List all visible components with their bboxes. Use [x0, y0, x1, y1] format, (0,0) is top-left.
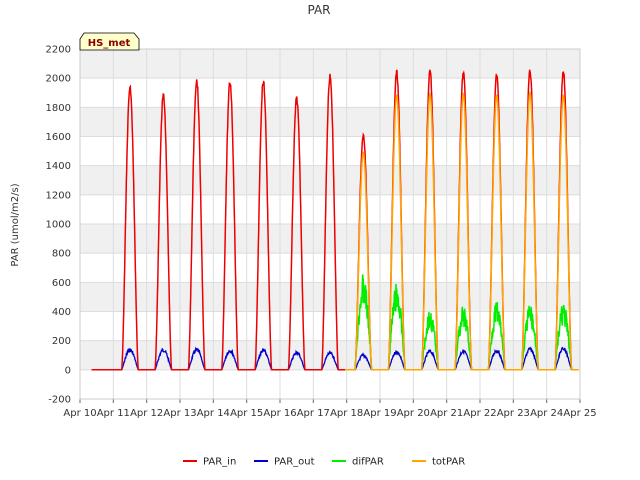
x-tick-label: Apr 12 — [130, 408, 163, 419]
y-tick-label: 1200 — [46, 190, 71, 201]
x-tick-label: Apr 16 — [263, 408, 296, 419]
y-tick-label: 2200 — [46, 45, 71, 56]
x-tick-label: Apr 24 — [530, 408, 563, 419]
y-tick-label: 600 — [52, 278, 71, 289]
plot-band — [80, 165, 580, 195]
series-line-par-in — [91, 69, 579, 371]
y-tick-label: 1400 — [46, 161, 71, 172]
legend-label: PAR_out — [274, 457, 315, 468]
badge-box — [79, 32, 140, 51]
y-tick-label: 2000 — [46, 74, 71, 85]
plot-band — [80, 253, 580, 283]
x-tick-label: Apr 15 — [230, 408, 263, 419]
x-tick-label: Apr 18 — [330, 408, 363, 419]
plot-band — [80, 369, 580, 399]
badge-label: HS_met — [88, 38, 131, 49]
x-tick-label: Apr 21 — [430, 408, 463, 419]
gridlines — [79, 48, 581, 400]
plot-band — [80, 311, 580, 341]
y-tick-label: 1800 — [46, 103, 71, 114]
x-tick-label: Apr 20 — [397, 408, 430, 419]
y-tick-label: -200 — [48, 395, 71, 406]
plot-area — [80, 49, 580, 399]
y-tick-label: 800 — [52, 249, 71, 260]
x-tick-label: Apr 17 — [297, 408, 330, 419]
series-line-totpar — [345, 90, 579, 371]
hs-met-badge: HS_met — [79, 32, 140, 51]
legend-label: difPAR — [352, 457, 384, 468]
y-tick-label: 1000 — [46, 220, 71, 231]
x-tick-label: Apr 10 — [63, 408, 96, 419]
y-axis-label: PAR (umol/m2/s) — [10, 183, 21, 266]
plot-band — [80, 136, 580, 166]
x-tick-label: Apr 25 — [563, 408, 596, 419]
y-tick-label: 200 — [52, 336, 71, 347]
plot-band — [80, 49, 580, 79]
plot-band — [80, 224, 580, 254]
plot-band — [80, 282, 580, 312]
plot-band — [80, 340, 580, 370]
x-tick-label: Apr 11 — [97, 408, 130, 419]
plot-band — [80, 194, 580, 224]
legend-label: PAR_in — [203, 457, 236, 468]
x-tick-label: Apr 19 — [363, 408, 396, 419]
legend-label: totPAR — [432, 457, 465, 468]
x-tick-label: Apr 22 — [463, 408, 496, 419]
chart-title: PAR — [307, 3, 330, 17]
axes: -200 0 200 400 600 800 1000 1200 1400 1600 1800 200… — [46, 45, 597, 420]
y-tick-label: 1600 — [46, 132, 71, 143]
x-tick-label: Apr 14 — [197, 408, 230, 419]
y-tick-label: 400 — [52, 307, 71, 318]
x-tick-label: Apr 23 — [497, 408, 530, 419]
series-lines — [91, 69, 579, 371]
y-tick-label: 0 — [65, 365, 71, 376]
x-tick-label: Apr 13 — [163, 408, 196, 419]
legend: PAR_in PAR_out difPAR totPAR — [183, 457, 465, 468]
plot-band — [80, 107, 580, 137]
plot-frame — [79, 48, 581, 400]
